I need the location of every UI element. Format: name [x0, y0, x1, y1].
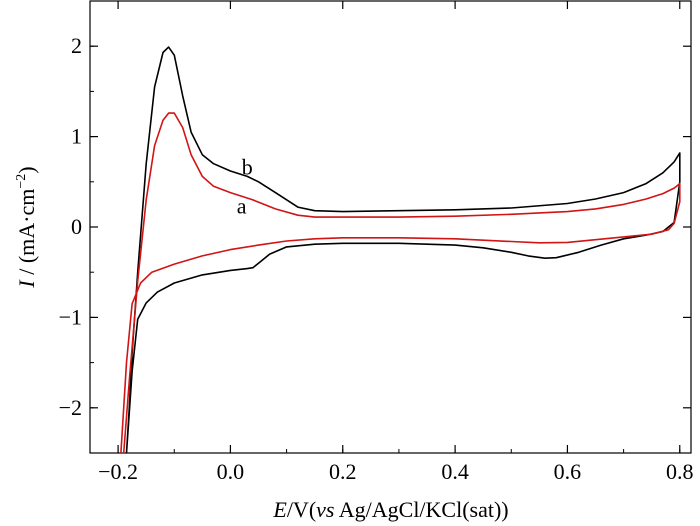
curve-a: [120, 112, 681, 453]
x-tick-label: 0.2: [329, 459, 357, 484]
curve-label-a: a: [237, 193, 247, 218]
x-tick-label: −0.2: [98, 459, 138, 484]
y-axis-label: I / (mA·cm−2): [14, 166, 39, 288]
curve-label-b: b: [242, 155, 253, 180]
x-tick-label: 0.6: [554, 459, 582, 484]
x-tick-label: 0.8: [666, 459, 694, 484]
curve-labels: ba: [237, 155, 253, 219]
x-axis-label: E/V(vs Ag/AgCl/KCl(sat)): [272, 497, 508, 522]
x-tick-label: 0.0: [217, 459, 245, 484]
plot-area-frame: [89, 0, 692, 454]
y-tick-label: 2: [71, 33, 82, 58]
curve-b: [125, 46, 681, 453]
y-tick-label: 0: [71, 214, 82, 239]
curves: [120, 46, 681, 453]
y-tick-label: 1: [71, 124, 82, 149]
axis-ticks: −0.2 0.0 0.2 0.4 0.6 0.8 −2 −1 0 1 2: [59, 0, 694, 484]
y-tick-label: −1: [59, 304, 82, 329]
x-tick-label: 0.4: [441, 459, 469, 484]
y-tick-label: −2: [59, 395, 82, 420]
